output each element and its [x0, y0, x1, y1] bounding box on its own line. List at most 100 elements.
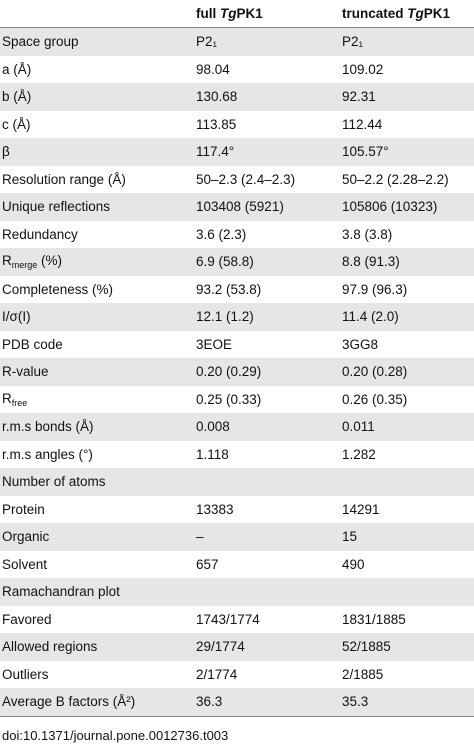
table-row: I/σ(I) 12.1 (1.2) 11.4 (2.0) — [0, 303, 474, 331]
value-cell: 52/1885 — [340, 633, 474, 661]
row-label: Protein — [2, 501, 45, 517]
value-cell: 3GG8 — [342, 336, 379, 352]
value-cell: 3.6 (2.3) — [196, 226, 247, 242]
row-label: b (Å) — [0, 83, 194, 111]
text-segment: truncated — [342, 6, 408, 21]
value-cell: 112.44 — [342, 116, 383, 132]
value-cell: 0.008 — [194, 413, 340, 441]
value-cell: 109.02 — [342, 61, 384, 77]
row-label: Solvent — [2, 556, 48, 572]
value-cell: 36.3 — [194, 688, 340, 717]
value-cell: 14291 — [342, 501, 380, 517]
row-label: r.m.s bonds (Å) — [0, 413, 194, 441]
table-row: r.m.s angles (°) 1.118 1.282 — [0, 441, 474, 469]
empty-cell — [194, 468, 340, 496]
column-header: full TgPK1 — [194, 0, 340, 28]
value-cell: 105.57° — [340, 138, 474, 166]
text-segment: PK1 — [236, 6, 263, 21]
value-cell: 0.20 (0.28) — [340, 358, 474, 386]
value-cell: 92.31 — [340, 83, 474, 111]
row-label: Outliers — [2, 666, 49, 682]
table-row: PDB code 3EOE 3GG8 — [0, 331, 474, 359]
value-cell: 98.04 — [196, 61, 230, 77]
value-cell: 8.8 (91.3) — [340, 248, 474, 276]
table-row: Outliers 2/1774 2/1885 — [0, 661, 474, 689]
table-row: Space group P2₁ P2₁ — [0, 27, 474, 56]
table-row: Solvent 657 490 — [0, 551, 474, 579]
value-cell: 113.85 — [196, 116, 237, 132]
text-segment: (%) — [37, 253, 63, 269]
value-cell: 0.20 (0.29) — [194, 358, 340, 386]
empty-cell — [340, 578, 474, 606]
text-segment: Tg — [407, 6, 424, 21]
table-row: b (Å) 130.68 92.31 — [0, 83, 474, 111]
text-segment: PK1 — [423, 6, 451, 21]
value-cell: 1.282 — [342, 446, 376, 462]
empty-cell — [340, 468, 474, 496]
row-label: Average B factors (Å²) — [0, 688, 194, 717]
value-cell: 1.118 — [196, 446, 229, 462]
value-cell: 12.1 (1.2) — [194, 303, 340, 331]
table-body: Space group P2₁ P2₁ a (Å) 98.04 109.02 b (Å) 13… — [0, 27, 474, 717]
table-row: Number of atoms — [0, 468, 474, 496]
value-cell: 13383 — [196, 501, 234, 517]
value-cell: 490 — [342, 556, 365, 572]
row-label: R-value — [0, 358, 194, 386]
value-cell: 105806 (10323) — [340, 193, 474, 221]
row-label: Redundancy — [2, 226, 78, 242]
row-label: Ramachandran plot — [0, 578, 194, 606]
table-row: r.m.s bonds (Å) 0.008 0.011 — [0, 413, 474, 441]
row-label: a (Å) — [2, 61, 32, 77]
row-label: β — [0, 138, 194, 166]
value-cell: 103408 (5921) — [194, 193, 340, 221]
table-row: Redundancy 3.6 (2.3) 3.8 (3.8) — [0, 221, 474, 249]
row-label: Space group — [0, 27, 194, 56]
row-label: I/σ(I) — [0, 303, 194, 331]
value-cell: 3EOE — [196, 336, 233, 352]
value-cell: 50–2.3 (2.4–2.3) — [196, 171, 296, 187]
value-cell: 50–2.2 (2.28–2.2) — [342, 171, 449, 187]
row-label: Allowed regions — [0, 633, 194, 661]
value-cell: 0.011 — [340, 413, 474, 441]
table-row: β 117.4° 105.57° — [0, 138, 474, 166]
value-cell: 11.4 (2.0) — [340, 303, 474, 331]
header-row: full TgPK1 truncated TgPK1 — [0, 0, 474, 28]
text-segment: R — [2, 253, 12, 269]
row-label: Resolution range (Å) — [2, 171, 126, 187]
value-cell: 6.9 (58.8) — [194, 248, 340, 276]
value-cell: – — [194, 523, 340, 551]
row-label: Rmerge (%) — [0, 248, 194, 276]
value-cell: 0.25 (0.33) — [196, 391, 262, 407]
table-row: Average B factors (Å²) 36.3 35.3 — [0, 688, 474, 717]
value-cell: 93.2 (53.8) — [196, 281, 262, 297]
row-label: Organic — [0, 523, 194, 551]
value-cell: 0.26 (0.35) — [342, 391, 408, 407]
table-row: R-value 0.20 (0.29) 0.20 (0.28) — [0, 358, 474, 386]
table-row: Favored 1743/1774 1831/1885 — [0, 606, 474, 634]
value-cell: 130.68 — [194, 83, 340, 111]
row-label: Rfree — [0, 386, 194, 414]
table-row: Ramachandran plot — [0, 578, 474, 606]
table-row: Allowed regions 29/1774 52/1885 — [0, 633, 474, 661]
row-label: PDB code — [2, 336, 63, 352]
text-segment: Tg — [220, 6, 237, 21]
row-label: r.m.s angles (°) — [2, 446, 93, 462]
row-label: Number of atoms — [0, 468, 194, 496]
value-cell: P2₁ — [340, 27, 474, 56]
value-cell: 2/1885 — [342, 666, 384, 682]
value-cell: 2/1774 — [196, 666, 238, 682]
value-cell: 29/1774 — [194, 633, 340, 661]
table-row: Completeness (%) 93.2 (53.8) 97.9 (96.3) — [0, 276, 474, 304]
value-cell: 3.8 (3.8) — [342, 226, 393, 242]
row-label: Unique reflections — [0, 193, 194, 221]
empty-cell — [194, 578, 340, 606]
row-label: Completeness (%) — [2, 281, 114, 297]
table-row: a (Å) 98.04 109.02 — [0, 56, 474, 84]
text-segment: merge — [11, 260, 38, 271]
value-cell: 35.3 — [340, 688, 474, 717]
value-cell: 1743/1774 — [196, 611, 260, 627]
text-segment: free — [11, 397, 28, 408]
corner-cell — [0, 0, 194, 28]
table-row: Unique reflections 103408 (5921) 105806 (1… — [0, 193, 474, 221]
